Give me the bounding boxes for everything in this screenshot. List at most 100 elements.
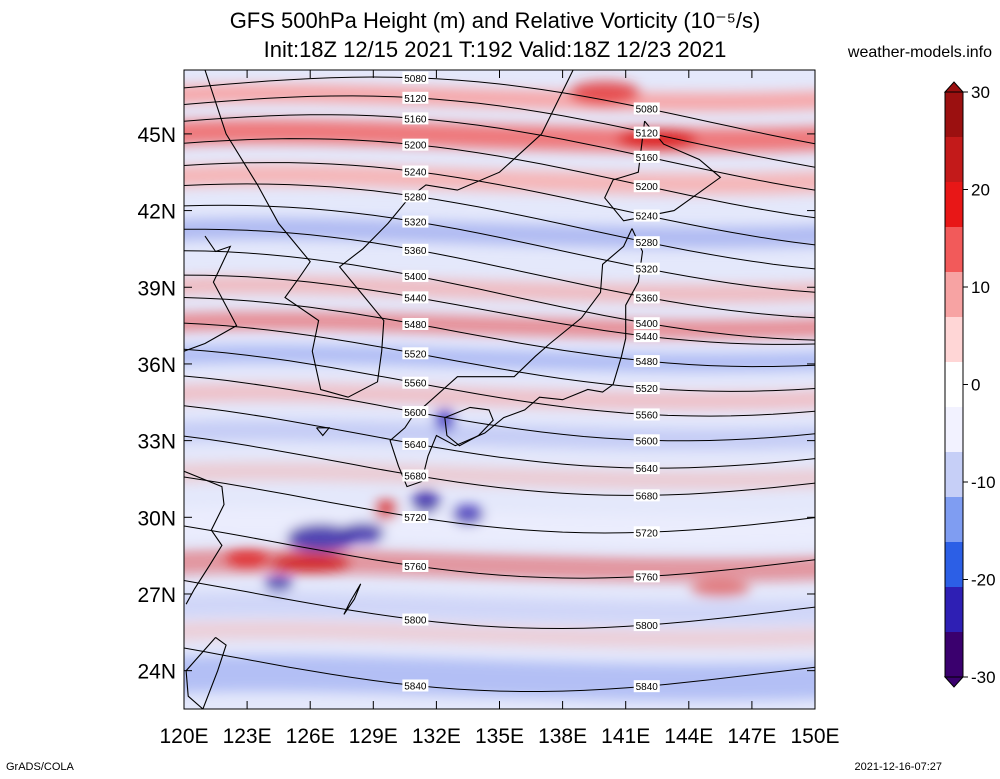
contour-label-bg xyxy=(633,434,660,447)
colorbar-segment xyxy=(945,92,963,138)
height-contour-line xyxy=(184,204,815,293)
lat-label: 39N xyxy=(137,277,176,300)
contour-label-bg xyxy=(633,355,660,368)
contour-label-bg xyxy=(402,291,429,304)
lon-label: 120E xyxy=(159,725,208,748)
contour-label: 5480 xyxy=(404,320,427,331)
contour-label-bg xyxy=(633,236,660,249)
contour-label-bg xyxy=(402,559,429,572)
contour-label: 5640 xyxy=(636,464,659,475)
colorbar-segment xyxy=(945,137,963,183)
colorbar-tick-label: 0 xyxy=(971,376,980,395)
height-contour-line xyxy=(184,375,815,442)
contour-label: 5440 xyxy=(404,293,427,304)
contour-label: 5160 xyxy=(404,114,427,125)
height-contour-line xyxy=(184,228,815,319)
contour-label: 5480 xyxy=(636,357,659,368)
contour-label-bg xyxy=(402,469,429,482)
vorticity-field xyxy=(184,70,815,709)
contour-label-bg xyxy=(633,462,660,475)
contour-label: 5320 xyxy=(404,218,427,229)
software-credit: GrADS/COLA xyxy=(6,761,74,773)
contour-label: 5760 xyxy=(636,572,659,583)
colorbar-bottom-arrow xyxy=(943,676,965,688)
lat-label: 36N xyxy=(137,354,176,377)
contour-label-bg xyxy=(402,190,429,203)
colorbar-top-arrow xyxy=(943,81,965,93)
vorticity-band xyxy=(184,462,815,490)
contour-label: 5800 xyxy=(636,621,659,632)
colorbar-segment xyxy=(945,542,963,588)
lat-label: 42N xyxy=(137,201,176,224)
contour-label: 5400 xyxy=(404,272,427,283)
vorticity-band xyxy=(184,344,815,372)
colorbar-segment xyxy=(945,407,963,453)
contour-label-bg xyxy=(633,102,660,115)
contour-label: 5200 xyxy=(636,182,659,193)
height-contour-line xyxy=(184,162,815,246)
contour-label: 5760 xyxy=(404,562,427,573)
contour-label: 5200 xyxy=(404,141,427,152)
contour-label-bg xyxy=(633,330,660,343)
contour-label-bg xyxy=(633,408,660,421)
contour-label: 5440 xyxy=(636,332,659,343)
vorticity-cell xyxy=(225,548,270,569)
contour-label: 5840 xyxy=(636,682,659,693)
vorticity-band xyxy=(184,119,815,153)
vorticity-band xyxy=(184,592,815,626)
height-contour-line xyxy=(184,114,815,191)
lon-label: 147E xyxy=(727,725,776,748)
height-contour-line xyxy=(184,95,815,168)
contour-label: 5720 xyxy=(636,528,659,539)
contour-label: 5560 xyxy=(636,410,659,421)
height-contours: 5080 5080 5120 5120 5160 5160 5200 5200 5240 5240… xyxy=(184,71,815,693)
contour-label: 5240 xyxy=(404,167,427,178)
colorbar-segment xyxy=(945,182,963,228)
lat-label: 45N xyxy=(137,124,176,147)
contour-label-bg xyxy=(633,317,660,330)
contour-label: 5080 xyxy=(636,104,659,115)
height-contour-line xyxy=(184,579,815,630)
chart-subtitle: Init:18Z 12/15 2021 T:192 Valid:18Z 12/2… xyxy=(263,37,727,62)
vorticity-band xyxy=(184,419,815,450)
contour-label-bg xyxy=(633,526,660,539)
contour-label-bg xyxy=(402,406,429,419)
lat-label: 27N xyxy=(137,584,176,607)
lon-label: 135E xyxy=(475,725,524,748)
colorbar-segment xyxy=(945,497,963,543)
colorbar-segment xyxy=(945,632,963,678)
lat-label: 33N xyxy=(137,431,176,454)
vorticity-cell xyxy=(373,499,398,520)
contour-label-bg xyxy=(402,437,429,450)
vorticity-cell xyxy=(451,504,484,525)
contour-label: 5360 xyxy=(636,293,659,304)
contour-label: 5360 xyxy=(404,246,427,257)
colorbar-tick-label: -10 xyxy=(971,473,996,492)
contour-label-bg xyxy=(402,679,429,692)
contour-label-bg xyxy=(402,91,429,104)
vorticity-cell xyxy=(411,489,440,514)
lon-label: 144E xyxy=(664,725,713,748)
colorbar-segment xyxy=(945,272,963,318)
contour-label-bg xyxy=(402,165,429,178)
contour-label-bg xyxy=(633,382,660,395)
map-axes: 120E 123E 126E 129E 132E 135E 138E 141E 144E 147E… xyxy=(137,70,840,748)
coastline-segment xyxy=(316,427,331,437)
height-contour-line xyxy=(184,138,815,219)
colorbar-segment xyxy=(945,317,963,363)
vorticity-cell xyxy=(286,523,355,552)
generation-timestamp: 2021-12-16-07:27 xyxy=(854,761,942,773)
vorticity-band xyxy=(184,84,815,112)
coastline-segment xyxy=(204,70,574,398)
height-contour-line xyxy=(184,183,815,270)
height-contour-line xyxy=(184,296,815,368)
contour-label-bg xyxy=(633,180,660,193)
lon-label: 126E xyxy=(286,725,335,748)
height-contour-line xyxy=(184,322,815,392)
vorticity-cell xyxy=(270,553,351,574)
contour-label: 5280 xyxy=(636,238,659,249)
contour-label: 5600 xyxy=(404,408,427,419)
contour-label: 5120 xyxy=(636,129,659,140)
vorticity-band xyxy=(184,655,815,701)
